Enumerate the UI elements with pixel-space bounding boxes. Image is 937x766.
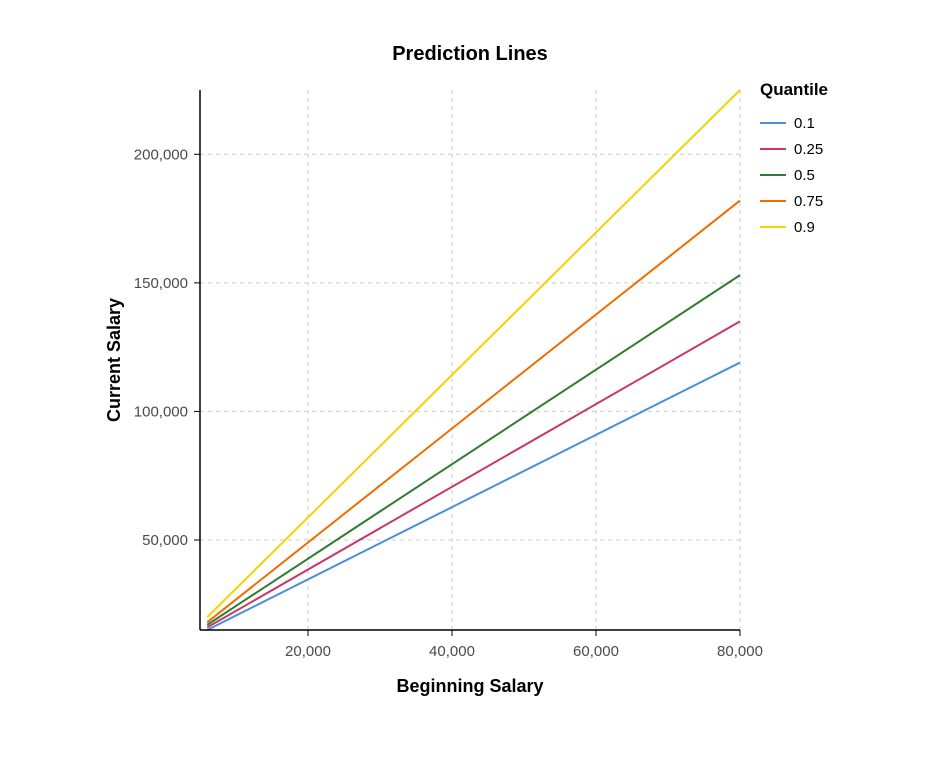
legend-label: 0.1 (794, 115, 815, 132)
y-tick-label: 200,000 (134, 146, 188, 163)
y-tick-label: 100,000 (134, 403, 188, 420)
legend-label: 0.9 (794, 219, 815, 236)
x-tick-label: 20,000 (285, 643, 331, 660)
y-tick-label: 150,000 (134, 275, 188, 292)
x-tick-label: 80,000 (717, 643, 763, 660)
x-axis-label: Beginning Salary (396, 676, 543, 696)
chart-container: Prediction Lines 20,000 40,000 60,000 80,000… (0, 0, 937, 766)
x-tick-label: 40,000 (429, 643, 475, 660)
legend-label: 0.25 (794, 141, 823, 158)
legend-label: 0.5 (794, 167, 815, 184)
y-axis-label: Current Salary (104, 298, 124, 422)
chart-title: Prediction Lines (392, 43, 548, 65)
legend-label: 0.75 (794, 193, 823, 210)
y-tick-label: 50,000 (142, 532, 188, 549)
legend-title: Quantile (760, 80, 828, 99)
x-tick-label: 60,000 (573, 643, 619, 660)
prediction-lines-chart: Prediction Lines 20,000 40,000 60,000 80,000… (0, 0, 937, 766)
